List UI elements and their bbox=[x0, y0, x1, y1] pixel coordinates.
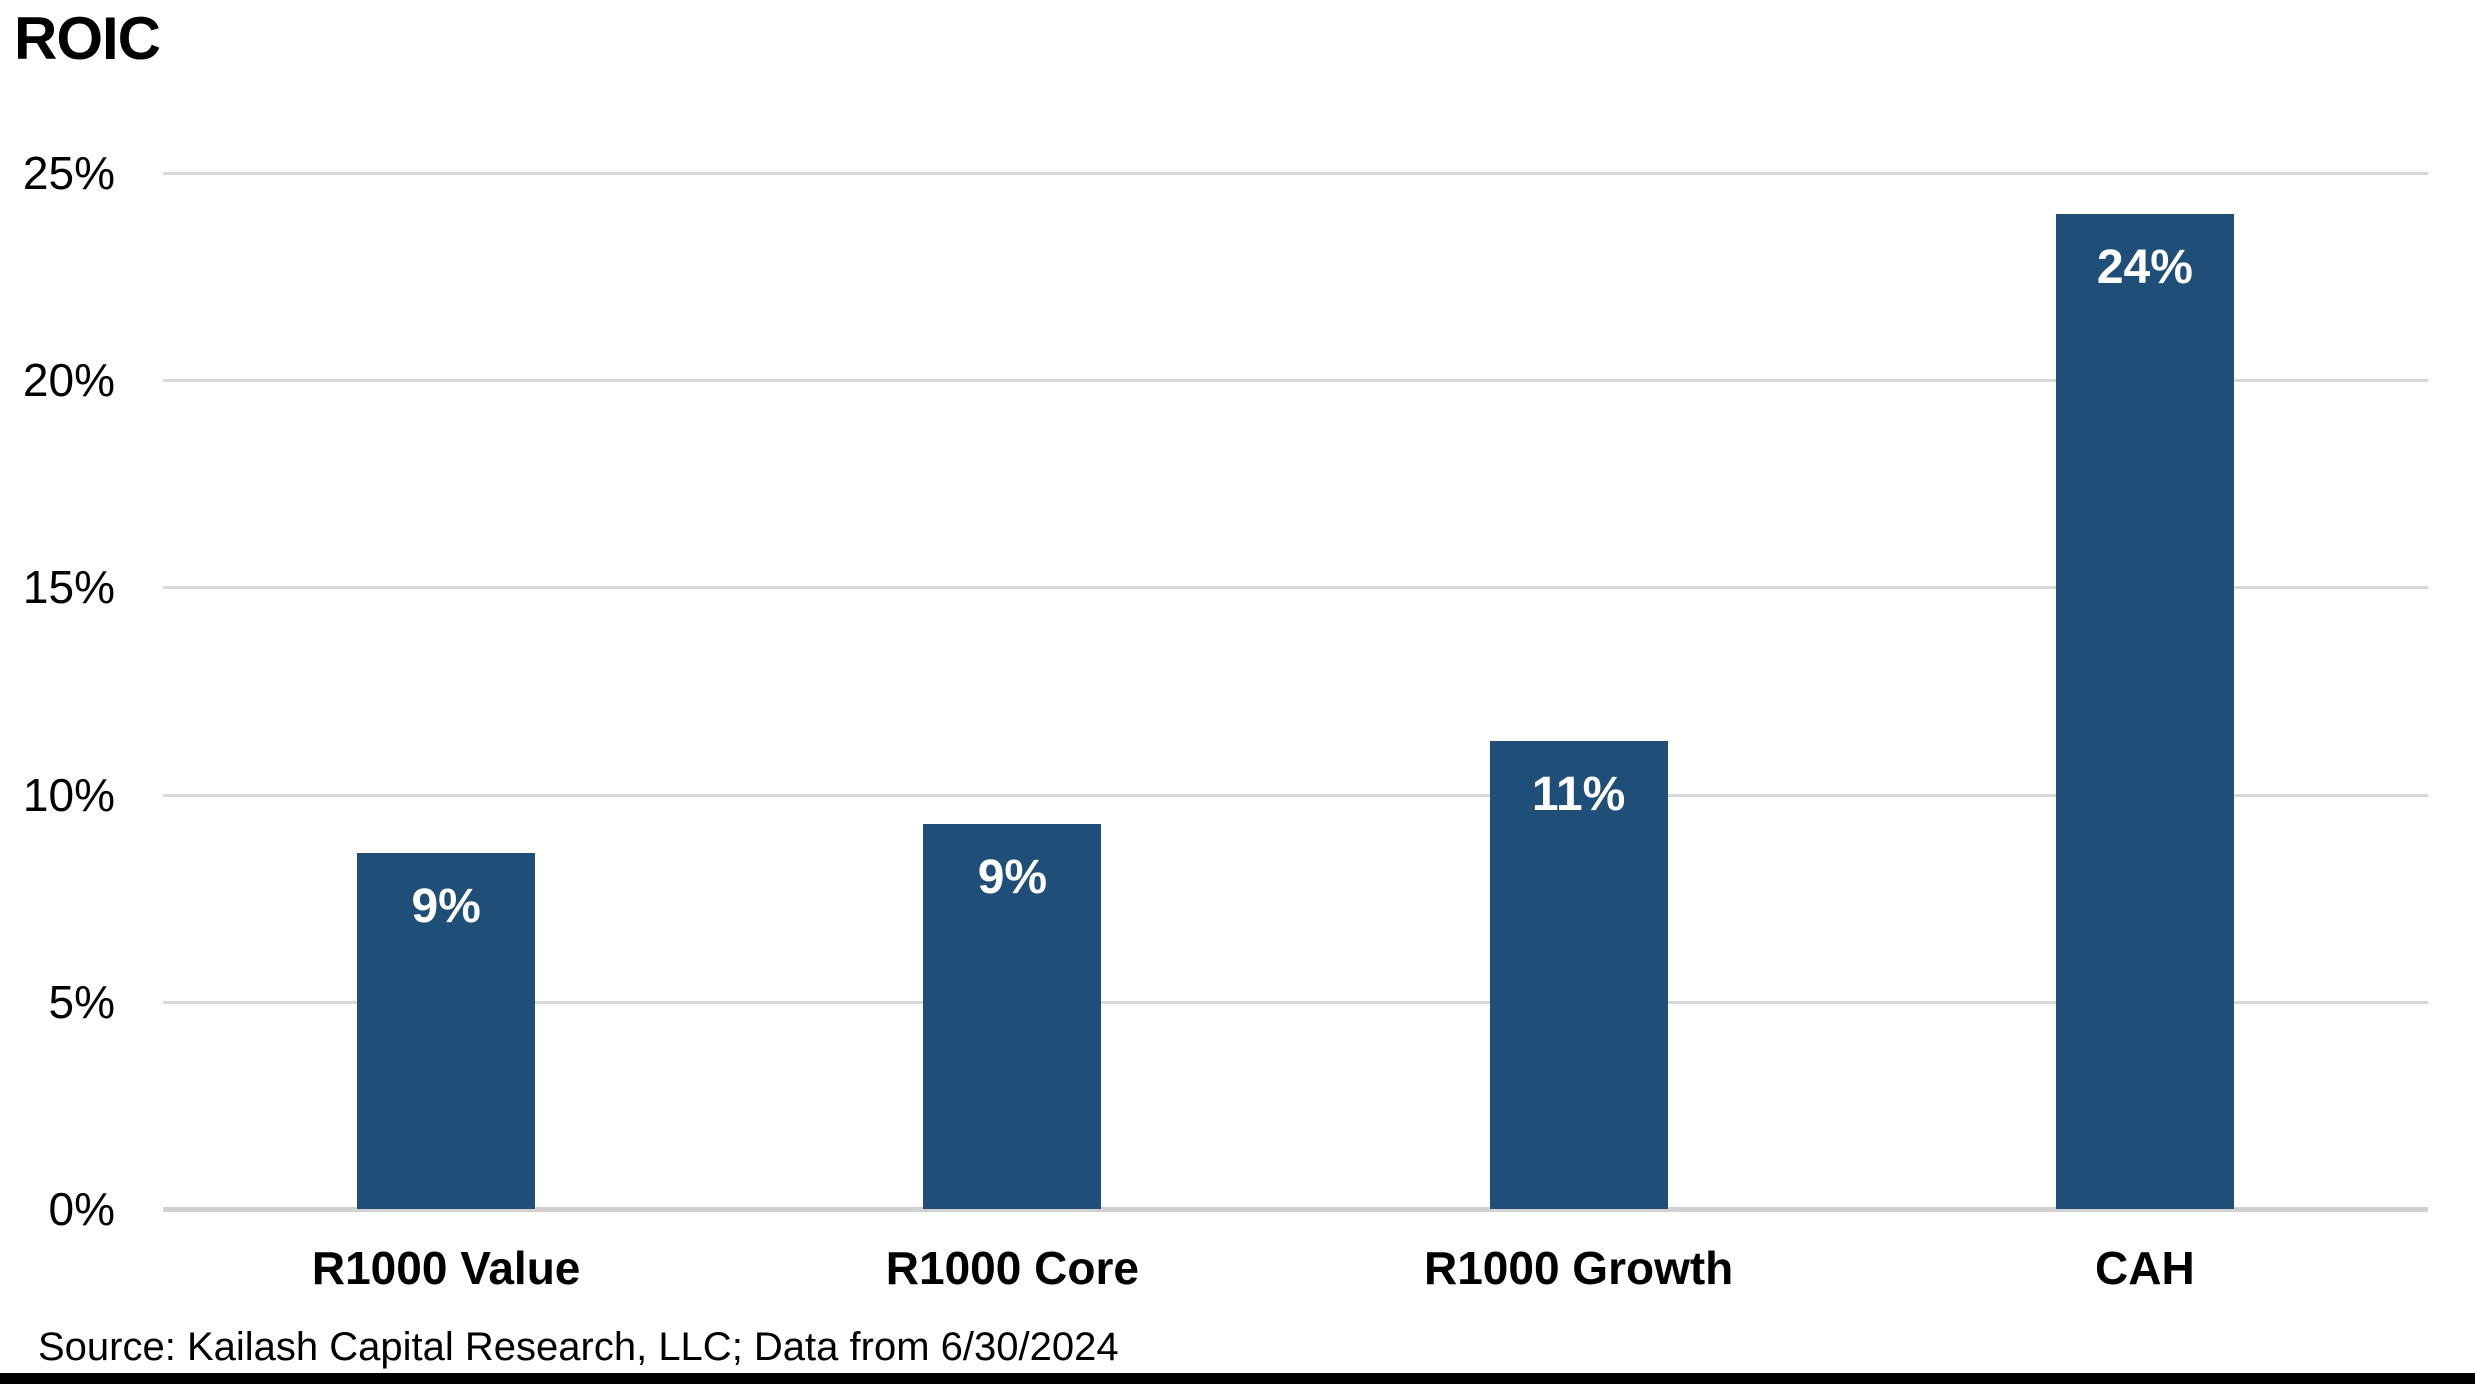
y-axis-tick-label: 0% bbox=[48, 1183, 115, 1235]
bar-slot-r1000-core: 9% bbox=[729, 173, 1295, 1209]
bar-series: 9% 9% 11% 24% bbox=[163, 173, 2428, 1209]
y-axis-tick-label: 15% bbox=[22, 561, 115, 614]
bar-slot-cah: 24% bbox=[1862, 173, 2428, 1209]
bar-value-label: 9% bbox=[411, 879, 481, 933]
category-label-r1000-core: R1000 Core bbox=[885, 1242, 1139, 1294]
bar-slot-r1000-value: 9% bbox=[163, 173, 729, 1209]
gridline bbox=[163, 1000, 2428, 1004]
y-axis-tick-label: 20% bbox=[22, 354, 115, 407]
category-label-r1000-value: R1000 Value bbox=[311, 1242, 581, 1294]
x-axis-category-labels: R1000 Value R1000 Core R1000 Growth CAH bbox=[163, 1242, 2428, 1295]
axis-baseline bbox=[163, 1207, 2428, 1212]
bar-value-label: 11% bbox=[1531, 767, 1626, 821]
gridline bbox=[163, 586, 2428, 590]
y-axis-tick-label: 5% bbox=[48, 975, 115, 1028]
bar-slot-r1000-growth: 11% bbox=[1296, 173, 1862, 1209]
plot-area: 0% 5% 10% 15% 20% 25% 9% bbox=[23, 150, 2428, 1232]
category-label-cah: CAH bbox=[2095, 1242, 2195, 1294]
chart-title: ROIC bbox=[14, 5, 161, 72]
gridline bbox=[163, 172, 2428, 175]
y-axis-tick-label: 25% bbox=[22, 147, 115, 199]
bar-r1000-core: 9% bbox=[923, 823, 1102, 1209]
bar-value-label: 24% bbox=[2096, 241, 2193, 295]
bar-value-label: 9% bbox=[977, 850, 1048, 904]
gridline bbox=[163, 793, 2428, 797]
bar-r1000-growth: 11% bbox=[1489, 740, 1668, 1209]
bar-cah: 24% bbox=[2055, 214, 2234, 1209]
bar-r1000-value: 9% bbox=[357, 852, 536, 1209]
y-axis-tick-label: 10% bbox=[22, 768, 115, 821]
source-note: Source: Kailash Capital Research, LLC; D… bbox=[38, 1325, 1119, 1369]
gridline bbox=[163, 379, 2428, 383]
category-label-r1000-growth: R1000 Growth bbox=[1423, 1242, 1734, 1294]
footer-divider-bar bbox=[0, 1373, 2475, 1384]
